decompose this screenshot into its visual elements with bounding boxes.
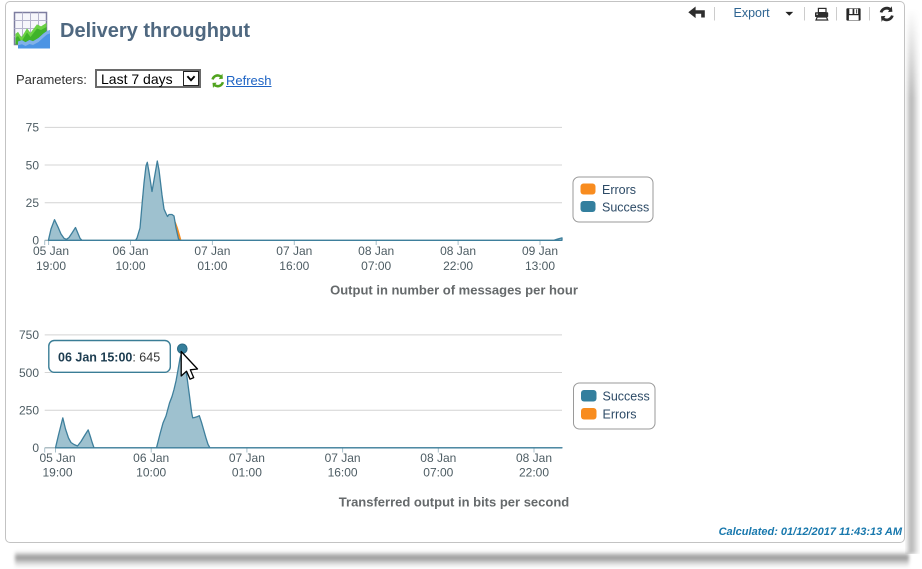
svg-text:22:00: 22:00	[519, 465, 549, 479]
svg-text:250: 250	[19, 403, 39, 417]
svg-text:05 Jan: 05 Jan	[33, 244, 69, 258]
svg-text:0: 0	[32, 441, 39, 455]
svg-text:05 Jan: 05 Jan	[39, 451, 75, 465]
svg-text:07:00: 07:00	[361, 259, 391, 273]
svg-text:08 Jan: 08 Jan	[358, 244, 394, 258]
svg-text:Success: Success	[602, 201, 649, 215]
svg-text:06 Jan 15:00: 645: 06 Jan 15:00: 645	[58, 350, 160, 364]
svg-text:16:00: 16:00	[328, 465, 358, 479]
svg-text:10:00: 10:00	[115, 259, 145, 273]
svg-text:Errors: Errors	[602, 183, 636, 197]
svg-text:19:00: 19:00	[42, 465, 72, 479]
svg-text:08 Jan: 08 Jan	[516, 451, 552, 465]
svg-text:13:00: 13:00	[525, 259, 555, 273]
svg-text:07 Jan: 07 Jan	[194, 244, 230, 258]
svg-text:07 Jan: 07 Jan	[325, 451, 361, 465]
svg-text:07 Jan: 07 Jan	[276, 244, 312, 258]
svg-text:Success: Success	[603, 389, 650, 403]
svg-text:500: 500	[19, 366, 39, 380]
svg-text:07:00: 07:00	[423, 465, 453, 479]
svg-text:50: 50	[26, 158, 40, 172]
svg-text:10:00: 10:00	[136, 465, 166, 479]
svg-text:750: 750	[19, 328, 39, 342]
svg-text:25: 25	[26, 196, 40, 210]
svg-text:0: 0	[32, 234, 39, 248]
svg-text:09 Jan: 09 Jan	[522, 244, 558, 258]
svg-text:06 Jan: 06 Jan	[133, 451, 169, 465]
svg-text:75: 75	[26, 121, 40, 135]
svg-text:22:00: 22:00	[443, 259, 473, 273]
svg-text:Transferred output in bits per: Transferred output in bits per second	[339, 495, 569, 510]
svg-text:16:00: 16:00	[279, 259, 309, 273]
svg-text:07 Jan: 07 Jan	[229, 451, 265, 465]
svg-text:08 Jan: 08 Jan	[440, 244, 476, 258]
svg-text:08 Jan: 08 Jan	[420, 451, 456, 465]
svg-text:Errors: Errors	[603, 407, 637, 421]
svg-text:01:00: 01:00	[232, 465, 262, 479]
svg-text:Output in number of messages p: Output in number of messages per hour	[330, 283, 578, 298]
svg-text:19:00: 19:00	[36, 259, 66, 273]
svg-text:01:00: 01:00	[197, 259, 227, 273]
svg-text:06 Jan: 06 Jan	[112, 244, 148, 258]
